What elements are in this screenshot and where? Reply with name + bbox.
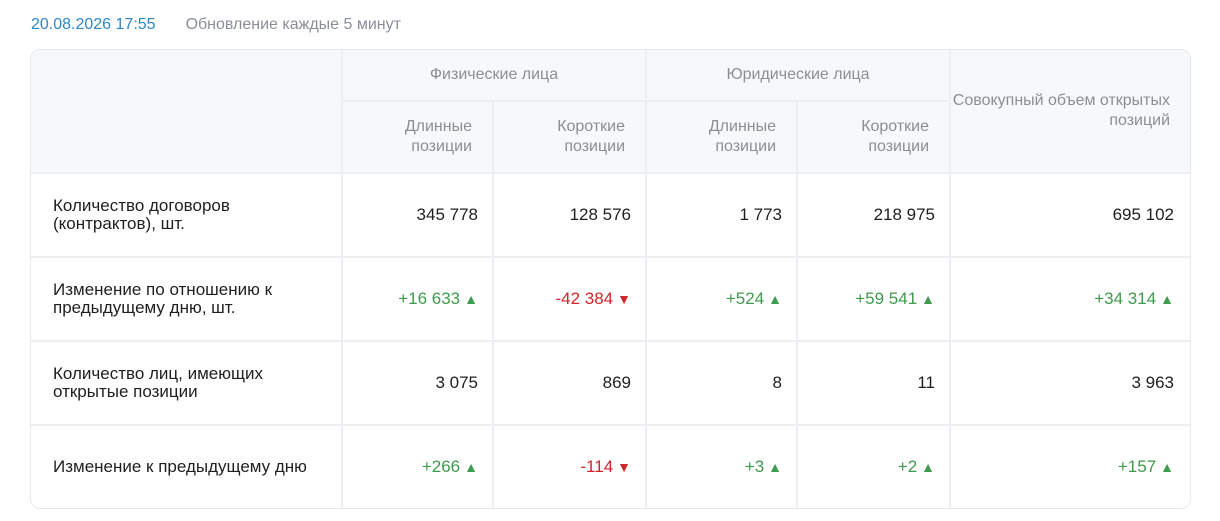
cell-value: 8: [645, 340, 799, 426]
header-legal-short: Короткие позиции: [796, 100, 951, 174]
header-legal-long: Длинные позиции: [645, 100, 799, 174]
cell-value: 1 773: [645, 172, 799, 258]
cell-value: 345 778: [341, 172, 494, 258]
open-positions-table: Физические лица Юридические лица Совокуп…: [31, 50, 1190, 508]
table-row: Количество лиц, имеющих открытые позиции…: [31, 340, 1190, 426]
triangle-down-icon: ▼: [617, 459, 632, 475]
triangle-up-icon: ▲: [464, 459, 478, 475]
table-row: Изменение к предыдущему дню +266 ▲ -114 ▼ …: [31, 424, 1190, 508]
cell-value: 3 075: [341, 340, 494, 426]
cell-change: -42 384 ▼: [491, 256, 648, 342]
cell-change: +524 ▲: [645, 256, 799, 342]
cell-change: +2 ▲: [796, 424, 952, 508]
cell-value: 11: [796, 340, 952, 426]
open-positions-table-card: Физические лица Юридические лица Совокуп…: [30, 49, 1191, 509]
row-label: Количество лиц, имеющих открытые позиции: [31, 340, 343, 426]
triangle-up-icon: ▲: [464, 291, 478, 307]
header-legal-entities: Юридические лица: [645, 50, 952, 102]
change-value: -42 384: [555, 289, 614, 308]
triangle-up-icon: ▲: [1160, 459, 1175, 475]
cell-value: 869: [491, 340, 648, 426]
cell-change: -114 ▼: [491, 424, 648, 508]
cell-value: 128 576: [491, 172, 648, 258]
update-datetime: 20.08.2026 17:55: [31, 16, 156, 33]
change-value: +34 314: [1094, 289, 1157, 308]
refresh-note: Обновление каждые 5 минут: [185, 16, 401, 33]
cell-value: 3 963: [949, 340, 1190, 426]
change-value: +3: [744, 457, 765, 476]
cell-change: +157 ▲: [949, 424, 1190, 508]
cell-change: +34 314 ▲: [949, 256, 1190, 342]
cell-value: 695 102: [949, 172, 1190, 258]
cell-change: +266 ▲: [341, 424, 494, 508]
triangle-up-icon: ▲: [768, 291, 783, 307]
cell-change: +59 541 ▲: [796, 256, 952, 342]
triangle-up-icon: ▲: [1160, 291, 1175, 307]
change-value: +524: [725, 289, 765, 308]
triangle-up-icon: ▲: [921, 291, 936, 307]
header-individuals-long: Длинные позиции: [342, 100, 494, 174]
change-value: +16 633: [398, 289, 461, 308]
header-individuals: Физические лица: [340, 50, 648, 102]
change-value: -114: [580, 457, 614, 476]
header-individuals-short: Короткие позиции: [491, 100, 648, 174]
row-label: Изменение к предыдущему дню: [31, 424, 343, 508]
header-total-open-interest: Совокупный объем открытых позиций: [949, 50, 1190, 174]
change-value: +266: [421, 457, 461, 476]
change-value: +59 541: [855, 289, 918, 308]
row-label: Количество договоров (контрактов), шт.: [31, 172, 343, 258]
change-value: +157: [1117, 457, 1157, 476]
status-bar: 20.08.2026 17:55 Обновление каждые 5 мин…: [31, 16, 401, 34]
corner-header: [31, 50, 343, 174]
triangle-up-icon: ▲: [768, 459, 783, 475]
triangle-up-icon: ▲: [921, 459, 936, 475]
triangle-down-icon: ▼: [617, 291, 632, 307]
row-label: Изменение по отношению к предыдущему дню…: [31, 256, 343, 342]
cell-change: +3 ▲: [645, 424, 799, 508]
table-row: Изменение по отношению к предыдущему дню…: [31, 256, 1190, 342]
table-row: Количество договоров (контрактов), шт. 3…: [31, 172, 1190, 258]
cell-value: 218 975: [796, 172, 952, 258]
change-value: +2: [897, 457, 918, 476]
cell-change: +16 633 ▲: [341, 256, 494, 342]
